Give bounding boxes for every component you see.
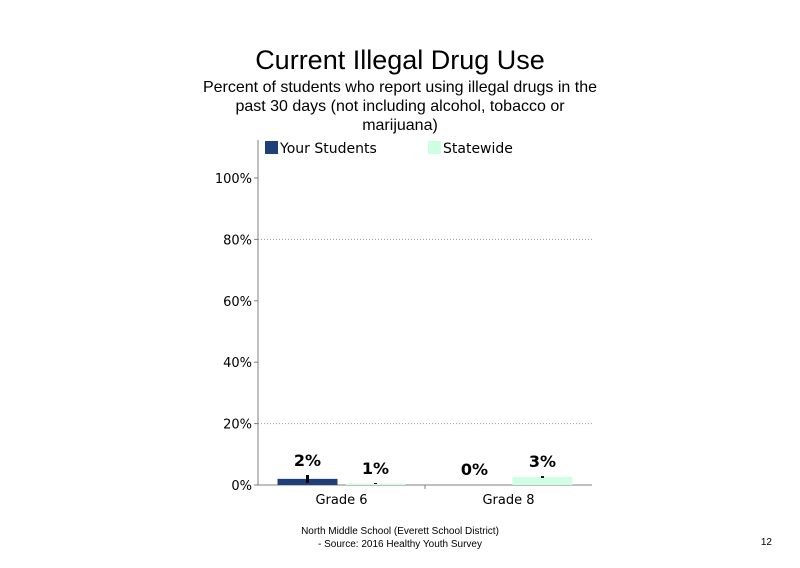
y-tick-label-40: 40% bbox=[223, 356, 252, 371]
footer-line-2: - Source: 2016 Healthy Youth Survey bbox=[318, 539, 482, 550]
y-tick-label-100: 100% bbox=[215, 172, 252, 187]
y-tick-label-60: 60% bbox=[223, 295, 252, 310]
footer-line-1: North Middle School (Everett School Dist… bbox=[301, 526, 499, 537]
footer-source: North Middle School (Everett School Dist… bbox=[230, 525, 570, 551]
value-label-your-students-grade-6: 2% bbox=[294, 451, 321, 470]
page-number: 12 bbox=[760, 537, 772, 548]
y-tick-label-0: 0% bbox=[231, 479, 252, 494]
bar-statewide-grade-8 bbox=[512, 477, 573, 485]
x-category-label-grade-6: Grade 6 bbox=[315, 493, 367, 508]
chart-subtitle: Percent of students who report using ill… bbox=[202, 79, 597, 134]
bar-statewide-grade-6 bbox=[345, 483, 406, 485]
legend-label-your-students: Your Students bbox=[279, 141, 377, 157]
y-tick-label-20: 20% bbox=[223, 418, 252, 433]
value-label-statewide-grade-6: 1% bbox=[362, 459, 389, 478]
legend-label-statewide: Statewide bbox=[443, 141, 513, 157]
x-category-label-grade-8: Grade 8 bbox=[482, 493, 534, 508]
value-label-your-students-grade-8: 0% bbox=[461, 460, 488, 479]
y-tick-label-80: 80% bbox=[223, 233, 252, 248]
value-label-statewide-grade-8: 3% bbox=[529, 452, 556, 471]
legend-swatch-your-students bbox=[265, 141, 278, 154]
chart-title: Current Illegal Drug Use bbox=[255, 45, 545, 75]
legend-swatch-statewide bbox=[428, 141, 441, 154]
